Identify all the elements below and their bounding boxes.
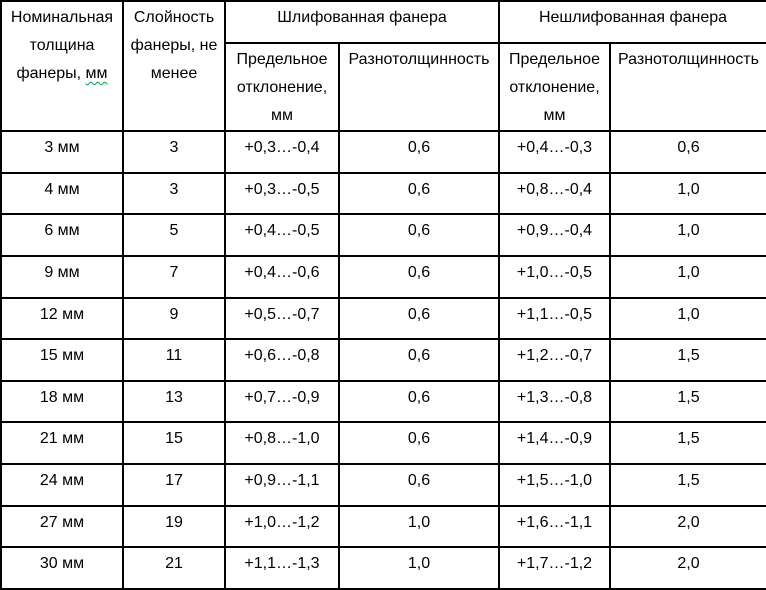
cell-nominal-thickness: 6 мм [0, 213, 124, 257]
cell-unsanded-variation: 1,0 [609, 213, 766, 257]
header-sanded-variation: Разнотолщинность [338, 42, 500, 132]
header-group-unsanded: Нешлифованная фанера [498, 0, 766, 44]
cell-unsanded-deviation: +1,1…-0,5 [498, 296, 611, 341]
cell-unsanded-variation: 1,5 [609, 379, 766, 424]
cell-sanded-variation: 0,6 [338, 254, 500, 299]
cell-sanded-deviation: +0,7…-0,9 [224, 379, 340, 424]
cell-sanded-deviation: +1,0…-1,2 [224, 504, 340, 549]
cell-ply-count: 11 [122, 338, 226, 382]
table-row: 15 мм 11 +0,6…-0,8 0,6 +1,2…-0,7 1,5 [0, 338, 766, 382]
cell-unsanded-deviation: +1,7…-1,2 [498, 546, 611, 590]
table-row: 21 мм 15 +0,8…-1,0 0,6 +1,4…-0,9 1,5 [0, 421, 766, 465]
cell-unsanded-deviation: +1,5…-1,0 [498, 463, 611, 507]
cell-unsanded-variation: 2,0 [609, 546, 766, 590]
cell-nominal-thickness: 30 мм [0, 546, 124, 590]
cell-ply-count: 3 [122, 130, 226, 174]
cell-ply-count: 17 [122, 463, 226, 507]
sub-header-row: Предельное отклонение, мм Разнотолщиннос… [1, 42, 766, 132]
cell-sanded-variation: 1,0 [338, 546, 500, 590]
table-row: 12 мм 9 +0,5…-0,7 0,6 +1,1…-0,5 1,0 [0, 296, 766, 341]
cell-ply-count: 13 [122, 379, 226, 424]
header-sanded-deviation: Предельное отклонение, мм [224, 42, 340, 132]
cell-unsanded-variation: 2,0 [609, 504, 766, 549]
cell-sanded-variation: 0,6 [338, 338, 500, 382]
table-row: 6 мм 5 +0,4…-0,5 0,6 +0,9…-0,4 1,0 [0, 213, 766, 257]
cell-unsanded-deviation: +0,8…-0,4 [498, 171, 611, 216]
cell-sanded-variation: 0,6 [338, 463, 500, 507]
cell-nominal-thickness: 24 мм [0, 463, 124, 507]
cell-nominal-thickness: 27 мм [0, 504, 124, 549]
cell-nominal-thickness: 12 мм [0, 296, 124, 341]
header-nominal-thickness-label: Номинальная толщина фанеры, [10, 9, 114, 82]
cell-sanded-deviation: +1,1…-1,3 [224, 546, 340, 590]
cell-unsanded-deviation: +1,0…-0,5 [498, 254, 611, 299]
cell-ply-count: 21 [122, 546, 226, 590]
cell-unsanded-variation: 0,6 [609, 130, 766, 174]
header-nominal-thickness: Номинальная толщина фанеры, мм [0, 0, 124, 132]
table-row: 30 мм 21 +1,1…-1,3 1,0 +1,7…-1,2 2,0 [0, 546, 766, 590]
cell-sanded-variation: 0,6 [338, 130, 500, 174]
cell-ply-count: 5 [122, 213, 226, 257]
cell-sanded-deviation: +0,3…-0,5 [224, 171, 340, 216]
cell-sanded-variation: 0,6 [338, 171, 500, 216]
cell-ply-count: 3 [122, 171, 226, 216]
cell-ply-count: 9 [122, 296, 226, 341]
cell-sanded-deviation: +0,4…-0,6 [224, 254, 340, 299]
cell-sanded-deviation: +0,8…-1,0 [224, 421, 340, 465]
cell-sanded-variation: 0,6 [338, 379, 500, 424]
table-body: 3 мм 3 +0,3…-0,4 0,6 +0,4…-0,3 0,6 4 мм 3 +0,3…-… [0, 130, 766, 590]
cell-ply-count: 19 [122, 504, 226, 549]
cell-sanded-variation: 0,6 [338, 296, 500, 341]
cell-unsanded-variation: 1,5 [609, 421, 766, 465]
table-header: Номинальная толщина фанеры, мм Слойность… [0, 0, 766, 132]
header-unsanded-variation: Разнотолщинность [609, 42, 766, 132]
table-row: 4 мм 3 +0,3…-0,5 0,6 +0,8…-0,4 1,0 [0, 171, 766, 216]
table-row: 3 мм 3 +0,3…-0,4 0,6 +0,4…-0,3 0,6 [0, 130, 766, 174]
table-row: 27 мм 19 +1,0…-1,2 1,0 +1,6…-1,1 2,0 [0, 504, 766, 549]
cell-unsanded-deviation: +1,2…-0,7 [498, 338, 611, 382]
cell-unsanded-deviation: +1,3…-0,8 [498, 379, 611, 424]
cell-ply-count: 7 [122, 254, 226, 299]
cell-sanded-variation: 0,6 [338, 421, 500, 465]
cell-unsanded-variation: 1,0 [609, 171, 766, 216]
header-unsanded-deviation: Предельное отклонение, мм [498, 42, 611, 132]
cell-sanded-variation: 1,0 [338, 504, 500, 549]
cell-unsanded-deviation: +0,4…-0,3 [498, 130, 611, 174]
cell-nominal-thickness: 9 мм [0, 254, 124, 299]
table-row: 9 мм 7 +0,4…-0,6 0,6 +1,0…-0,5 1,0 [0, 254, 766, 299]
cell-sanded-deviation: +0,3…-0,4 [224, 130, 340, 174]
header-thickness-unit: мм [85, 65, 108, 82]
table-row: 18 мм 13 +0,7…-0,9 0,6 +1,3…-0,8 1,5 [0, 379, 766, 424]
cell-nominal-thickness: 4 мм [0, 171, 124, 216]
cell-sanded-deviation: +0,5…-0,7 [224, 296, 340, 341]
cell-ply-count: 15 [122, 421, 226, 465]
header-ply-count: Слойность фанеры, не менее [122, 0, 226, 132]
cell-nominal-thickness: 15 мм [0, 338, 124, 382]
cell-nominal-thickness: 3 мм [0, 130, 124, 174]
cell-sanded-deviation: +0,4…-0,5 [224, 213, 340, 257]
cell-unsanded-variation: 1,0 [609, 296, 766, 341]
cell-unsanded-variation: 1,5 [609, 463, 766, 507]
cell-unsanded-variation: 1,5 [609, 338, 766, 382]
cell-unsanded-deviation: +0,9…-0,4 [498, 213, 611, 257]
cell-sanded-deviation: +0,9…-1,1 [224, 463, 340, 507]
cell-nominal-thickness: 21 мм [0, 421, 124, 465]
cell-sanded-deviation: +0,6…-0,8 [224, 338, 340, 382]
cell-unsanded-variation: 1,0 [609, 254, 766, 299]
cell-nominal-thickness: 18 мм [0, 379, 124, 424]
cell-unsanded-deviation: +1,4…-0,9 [498, 421, 611, 465]
group-header-row: Номинальная толщина фанеры, мм Слойность… [0, 0, 766, 132]
cell-unsanded-deviation: +1,6…-1,1 [498, 504, 611, 549]
cell-sanded-variation: 0,6 [338, 213, 500, 257]
table-row: 24 мм 17 +0,9…-1,1 0,6 +1,5…-1,0 1,5 [0, 463, 766, 507]
header-group-sanded: Шлифованная фанера [224, 0, 500, 44]
